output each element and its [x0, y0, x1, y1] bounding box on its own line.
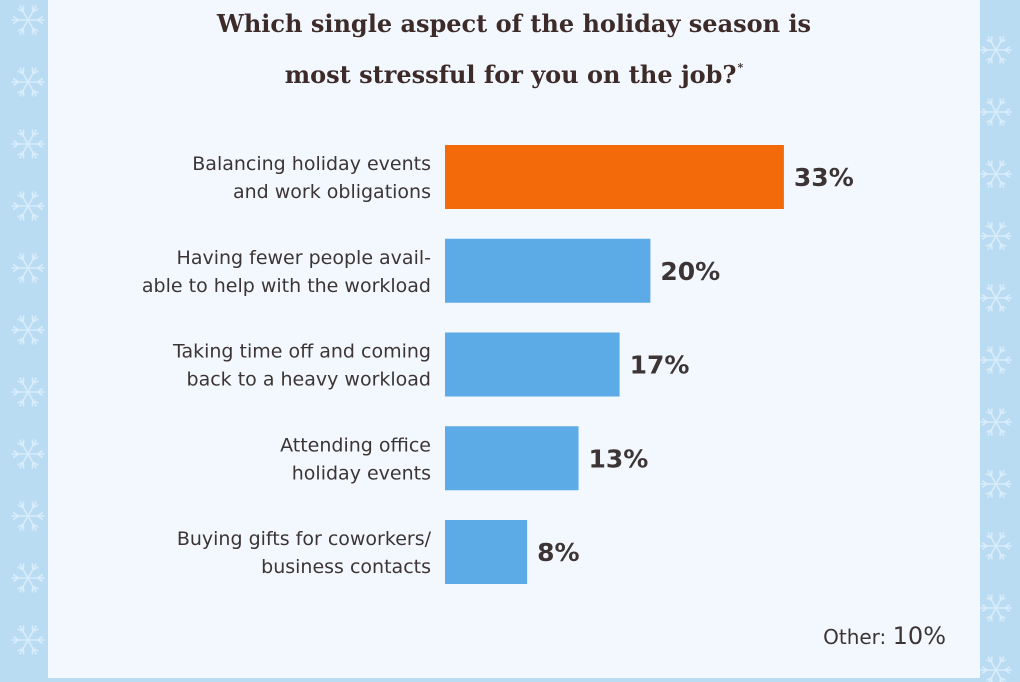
chart-title: Which single aspect of the holiday seaso… — [48, 2, 980, 97]
category-label-3: Attending office holiday events — [280, 434, 431, 484]
bar-chart: 33% Balancing holiday events and work obli… — [142, 145, 854, 584]
bar-3 — [445, 426, 579, 491]
category-label-0: Balancing holiday events and work obligat… — [192, 153, 431, 203]
bar-4 — [445, 520, 528, 584]
category-label-1: Having fewer people avail-able to help w… — [142, 247, 431, 297]
value-label-0: 33% — [794, 163, 854, 192]
other-value: 10% — [892, 622, 946, 650]
category-label-2: Taking time off and coming back to a heav… — [172, 341, 431, 391]
snowflake-pattern-right — [980, 36, 1012, 682]
other-note: Other: 10% — [823, 622, 946, 650]
bar-0 — [445, 145, 784, 209]
other-label: Other: — [823, 625, 887, 649]
snowflake-pattern-left — [11, 5, 45, 655]
value-label-2: 17% — [630, 351, 690, 380]
bar-2 — [445, 332, 620, 397]
value-label-4: 8% — [537, 538, 579, 567]
value-label-3: 13% — [589, 444, 649, 473]
title-footnote-mark: * — [737, 61, 744, 74]
title-line-2: most stressful for you on the job? — [284, 60, 737, 89]
value-label-1: 20% — [660, 257, 720, 286]
title-line-1: Which single aspect of the holiday seaso… — [216, 9, 812, 38]
chart-panel: Which single aspect of the holiday seaso… — [48, 0, 980, 678]
category-label-4: Buying gifts for coworkers/business cont… — [177, 528, 432, 578]
bar-1 — [445, 238, 651, 303]
